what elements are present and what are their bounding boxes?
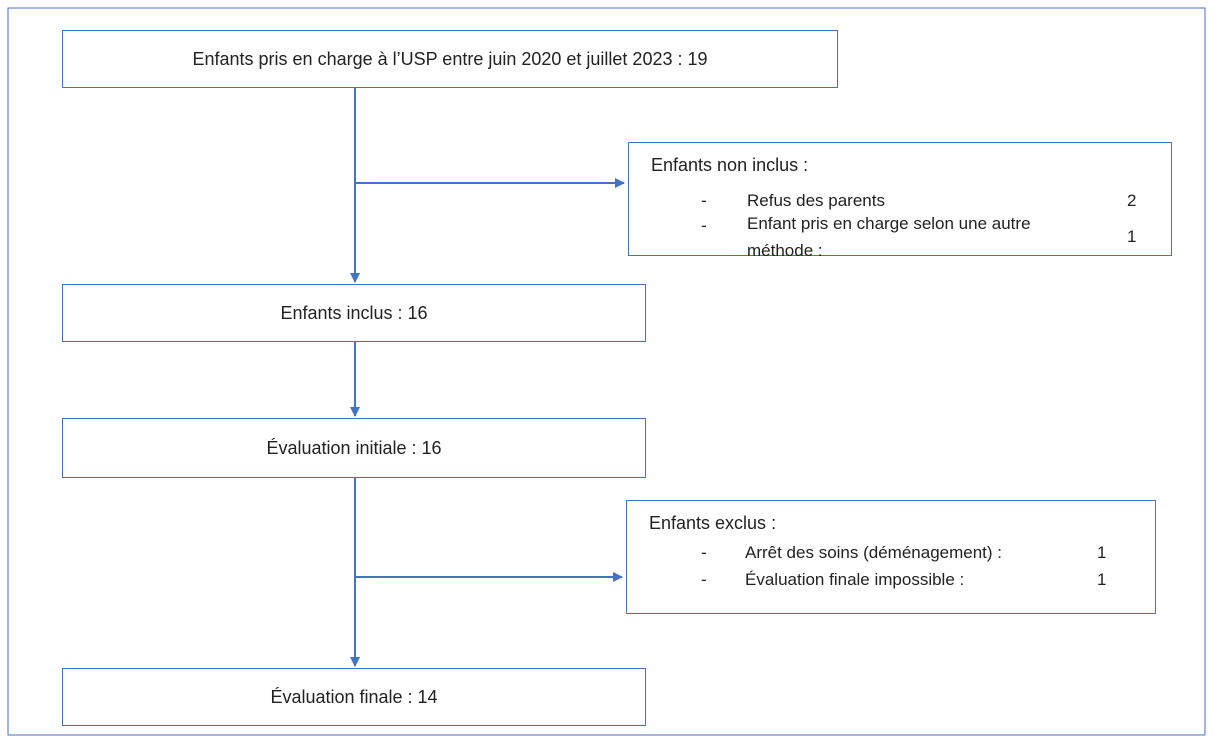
marker: - bbox=[701, 543, 707, 562]
item: - Enfant pris en charge selon une autre … bbox=[701, 214, 1141, 276]
side-title: Enfants non inclus : bbox=[651, 155, 809, 175]
item-label: Enfant pris en charge selon une autre mé… bbox=[747, 214, 1031, 260]
box-label: Évaluation finale : 14 bbox=[270, 686, 438, 707]
box-label: Enfants pris en charge à l’USP entre jui… bbox=[192, 48, 708, 69]
box: Enfants inclus : 16 bbox=[62, 284, 646, 342]
box-label: Enfants inclus : 16 bbox=[280, 302, 428, 323]
box-label: Évaluation initiale : 16 bbox=[266, 437, 442, 458]
side-title: Enfants exclus : bbox=[649, 513, 777, 533]
frame bbox=[7, 7, 1206, 736]
marker: - bbox=[701, 216, 707, 235]
item: - Évaluation finale impossible : 1 bbox=[701, 564, 1141, 595]
item-count: 1 bbox=[1127, 227, 1137, 246]
box: Enfants pris en charge à l’USP entre jui… bbox=[62, 30, 838, 88]
item: - Refus des parents 2 bbox=[701, 185, 1141, 216]
item-label: Arrêt des soins (déménagement) : bbox=[745, 543, 1003, 562]
item-count: 2 bbox=[1127, 191, 1137, 210]
marker: - bbox=[701, 570, 707, 589]
item-label: Évaluation finale impossible : bbox=[745, 570, 965, 589]
marker: - bbox=[701, 191, 707, 210]
item: - Arrêt des soins (déménagement) : 1 bbox=[701, 537, 1141, 568]
item-count: 1 bbox=[1097, 570, 1107, 589]
side-box: Enfants exclus : - Arrêt des soins (démé… bbox=[626, 500, 1156, 614]
box: Évaluation initiale : 16 bbox=[62, 418, 646, 478]
item-label: Refus des parents bbox=[747, 191, 885, 210]
side-box: Enfants non inclus : - Refus des parents… bbox=[628, 142, 1172, 260]
box: Évaluation finale : 14 bbox=[62, 668, 646, 726]
item-count: 1 bbox=[1097, 543, 1107, 562]
